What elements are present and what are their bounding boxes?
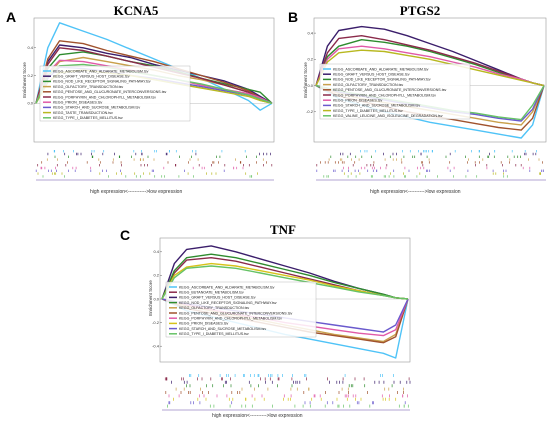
series-line-7 — [315, 45, 545, 87]
rank-strip — [162, 409, 410, 411]
panel-a-letter: A — [6, 9, 16, 25]
legend-entry: KEGG_TYPE_I_DIABETES_MELLITUS.tsv — [53, 116, 123, 120]
legend-entry: KEGG_PRION_DISEASES.tsv — [53, 101, 103, 105]
legend-entry: KEGG_OLFACTORY_TRANSDUCTION.tsv — [53, 85, 123, 89]
legend-entry: KEGG_TYPE_I_DIABETES_MELLITUS.tsv — [179, 332, 249, 336]
legend-box — [165, 281, 317, 338]
panel-c-hit-ticks — [162, 374, 411, 411]
legend-entry: KEGG_BUTANOATE_METABOLISM.tsv — [179, 291, 244, 295]
series-line-4 — [161, 253, 409, 300]
rank-strip — [36, 179, 274, 181]
legend-entry: KEGG_NOD_LIKE_RECEPTOR_SIGNALING_PATHWAY… — [179, 301, 277, 305]
y-tick-label: 0.0 — [27, 101, 33, 106]
panel-c: C TNF Enrichment Score 0.4 0.2 0.0 -0.2 -0.4… — [120, 222, 411, 419]
legend-entry: KEGG_PORPHYRIN_AND_CHLOROPHYLL_METABOLIS… — [333, 93, 436, 97]
panel-c-plot-frame — [159, 237, 411, 363]
panel-a-title: KCNA5 — [114, 3, 159, 18]
legend-entry: KEGG_PORPHYRIN_AND_CHLOROPHYLL_METABOLIS… — [179, 317, 282, 321]
panel-b-xlabel: high expression<---------->low expressio… — [370, 189, 461, 195]
y-tick-label: 0.2 — [27, 73, 33, 78]
legend-entry: KEGG_STARCH_AND_SUCROSE_METABOLISM.tsv — [53, 106, 140, 110]
rank-strip — [316, 179, 546, 181]
panel-c-ylabel: Enrichment Score — [148, 280, 153, 316]
legend-entry: KEGG_VALINE_LEUCINE_AND_ISOLEUCINE_DEGRA… — [333, 114, 443, 118]
panel-b-letter: B — [288, 9, 298, 25]
panel-b: B PTGS2 Enrichment Score 0.4 0.2 0.0 -0.2 K… — [288, 3, 547, 195]
legend-entry: KEGG_PORPHYRIN_AND_CHLOROPHYLL_METABOLIS… — [53, 95, 156, 99]
y-tick-label: 0.4 — [27, 45, 33, 50]
legend-entry: KEGG_STARCH_AND_SUCROSE_METABOLISM.tsv — [333, 104, 420, 108]
y-tick-label: -0.2 — [306, 109, 314, 114]
panel-a-ylabel: Enrichment Score — [22, 62, 27, 98]
legend-box — [39, 65, 191, 122]
legend-entry: KEGG_ASCORBATE_AND_ALDARATE_METABOLISM.t… — [53, 69, 149, 73]
panel-a: A KCNA5 Enrichment Score 0.4 0.2 0.0 KEGG_… — [6, 3, 275, 195]
legend-entry: KEGG_ASCORBATE_AND_ALDARATE_METABOLISM.t… — [333, 67, 429, 71]
legend-box — [319, 63, 471, 120]
legend-entry: KEGG_NOD_LIKE_RECEPTOR_SIGNALING_PATHWAY… — [333, 78, 431, 82]
series-line-1 — [35, 22, 273, 111]
legend-entry: KEGG_PRION_DISEASES.tsv — [179, 322, 229, 326]
series-line-10 — [161, 265, 409, 300]
legend-entry: KEGG_PENTOSE_AND_GLUCURONATE_INTERCONVER… — [179, 311, 292, 315]
y-tick-label: -0.4 — [152, 344, 160, 349]
legend-entry: KEGG_PENTOSE_AND_GLUCURONATE_INTERCONVER… — [333, 88, 446, 92]
panel-c-xlabel: high expression<---------->low expressio… — [212, 413, 303, 419]
legend-entry: KEGG_GRAFT_VERSUS_HOST_DISEASE.tsv — [179, 296, 256, 300]
panel-a-xlabel: high expression<----------->low expressi… — [90, 189, 182, 195]
series-line-5 — [35, 40, 273, 104]
panel-b-plot-frame — [313, 17, 547, 143]
panel-a-hit-ticks — [35, 150, 274, 181]
series-line-9 — [315, 49, 545, 87]
panel-c-legend: KEGG_ASCORBATE_AND_ALDARATE_METABOLISM.t… — [165, 281, 317, 338]
panel-b-title: PTGS2 — [400, 3, 440, 18]
legend-entry: KEGG_NOD_LIKE_RECEPTOR_SIGNALING_PATHWAY… — [53, 80, 151, 84]
panel-b-legend: KEGG_ASCORBATE_AND_ALDARATE_METABOLISM.t… — [319, 63, 471, 120]
y-tick-label: 0.4 — [307, 30, 313, 35]
y-tick-label: 0.0 — [153, 296, 159, 301]
legend-entry: KEGG_STARCH_AND_SUCROSE_METABOLISM.tsv — [179, 327, 266, 331]
panel-c-title: TNF — [270, 222, 296, 237]
legend-entry: KEGG_PRION_DISEASES.tsv — [333, 99, 383, 103]
y-tick-label: 0.2 — [153, 273, 159, 278]
legend-entry: KEGG_PENTOSE_AND_GLUCURONATE_INTERCONVER… — [53, 90, 166, 94]
panel-b-hit-ticks — [316, 150, 546, 181]
panel-a-plot-frame — [33, 17, 275, 143]
legend-entry: KEGG_TASTE_TRANSDUCTION.tsv — [53, 111, 113, 115]
panel-c-letter: C — [120, 227, 130, 243]
panel-b-ylabel: Enrichment Score — [303, 62, 308, 98]
y-tick-label: 0.2 — [307, 57, 313, 62]
y-tick-label: 0.4 — [153, 249, 159, 254]
panel-a-legend: KEGG_ASCORBATE_AND_ALDARATE_METABOLISM.t… — [39, 65, 191, 122]
legend-entry: KEGG_GRAFT_VERSUS_HOST_DISEASE.tsv — [53, 75, 130, 79]
legend-entry: KEGG_TYPE_I_DIABETES_MELLITUS.tsv — [333, 109, 403, 113]
legend-entry: KEGG_ASCORBATE_AND_ALDARATE_METABOLISM.t… — [179, 285, 275, 289]
legend-entry: KEGG_OLFACTORY_TRANSDUCTION.tsv — [179, 306, 249, 310]
y-tick-label: -0.2 — [152, 320, 160, 325]
legend-entry: KEGG_OLFACTORY_TRANSDUCTION.tsv — [333, 83, 403, 87]
y-tick-label: 0.0 — [307, 83, 313, 88]
legend-entry: KEGG_GRAFT_VERSUS_HOST_DISEASE.tsv — [333, 73, 410, 77]
